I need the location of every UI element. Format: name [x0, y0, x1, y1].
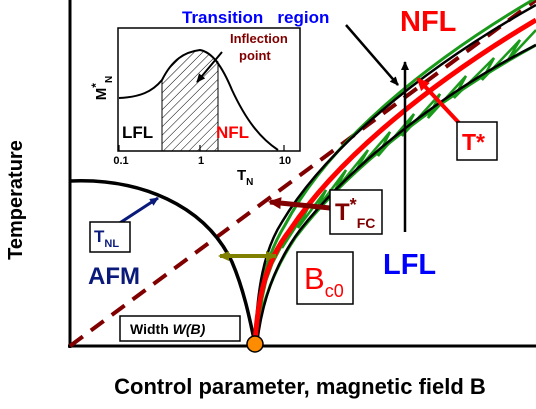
- tnl-label: TNL: [94, 227, 119, 250]
- nfl-label: NFL: [400, 6, 456, 38]
- inset-ylabel: M*N: [89, 76, 115, 100]
- inflection-label-line2: point: [239, 48, 271, 63]
- inset-xlabel: TN: [237, 167, 253, 188]
- bc0-label: Bc0: [304, 261, 344, 301]
- tstar-curve: [252, 17, 536, 345]
- tfc-arrow: [268, 197, 331, 211]
- tfc-label: T*FC: [335, 195, 375, 231]
- inset-curve: [118, 48, 279, 151]
- quantum-critical-point: [246, 335, 264, 353]
- inset-plot: 0.1 1 10 TN M*N Inflection point LFL NFL: [89, 27, 301, 188]
- inset-lfl-label: LFL: [122, 123, 153, 142]
- inset-tick-10: 10: [279, 155, 291, 167]
- nfl-boundary-curve: [253, 3, 536, 345]
- tfc-box: [329, 189, 383, 235]
- inset-nfl-label: NFL: [216, 123, 249, 142]
- inset-tick-0.1: 0.1: [113, 155, 128, 167]
- inflection-arrow: [196, 51, 223, 83]
- afm-boundary-curve: [69, 179, 257, 345]
- transition-region-arrow: [345, 24, 399, 86]
- tstar-label: T*: [462, 129, 485, 155]
- width-label: Width W(B): [130, 321, 206, 337]
- afm-label: AFM: [88, 263, 140, 290]
- inflection-label-line1: Inflection: [230, 31, 288, 46]
- transition-region-label: Transition region: [182, 8, 329, 27]
- dashed-crossover-line: [68, 0, 536, 348]
- tnl-box: [89, 221, 131, 253]
- x-axis-label: Control parameter, magnetic field B: [114, 374, 486, 399]
- inset-tick-1: 1: [198, 155, 204, 167]
- width-box: [119, 315, 241, 342]
- lfl-label: LFL: [383, 249, 436, 281]
- y-axis-label: Temperature: [5, 140, 27, 260]
- tstar-box: [456, 121, 498, 161]
- bc0-box: [296, 251, 354, 305]
- tstar-arrow: [416, 77, 462, 126]
